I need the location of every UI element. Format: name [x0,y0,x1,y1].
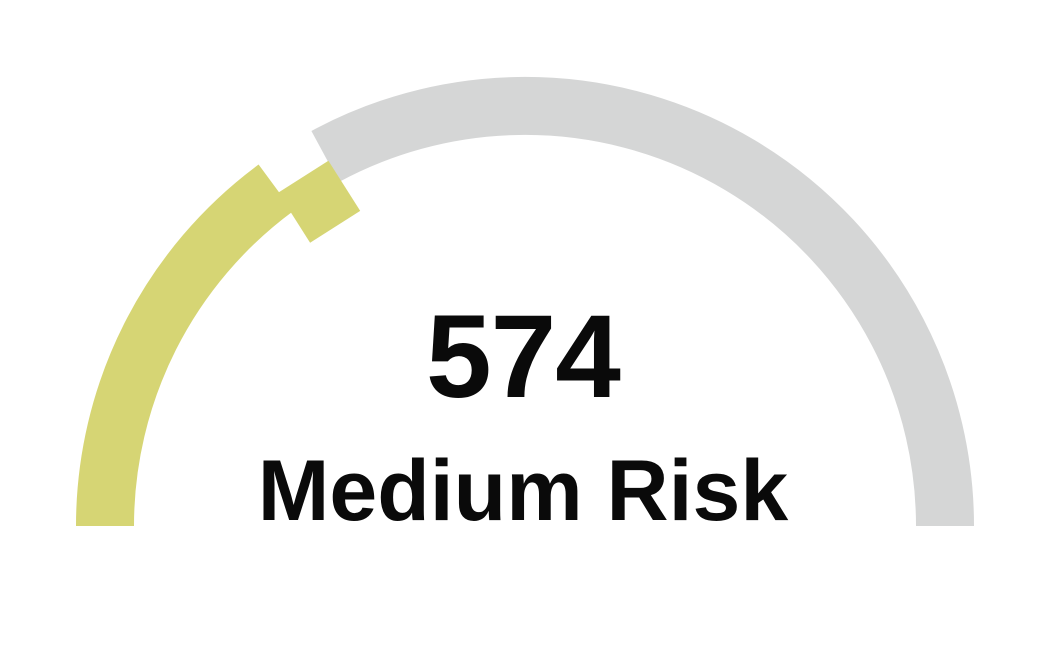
gauge-filled-arc [76,164,294,527]
gauge-track-arc [311,76,974,527]
risk-level-label: Medium Risk [257,443,789,539]
score-value: 574 [426,291,621,423]
diamond-marker-icon [278,160,361,243]
